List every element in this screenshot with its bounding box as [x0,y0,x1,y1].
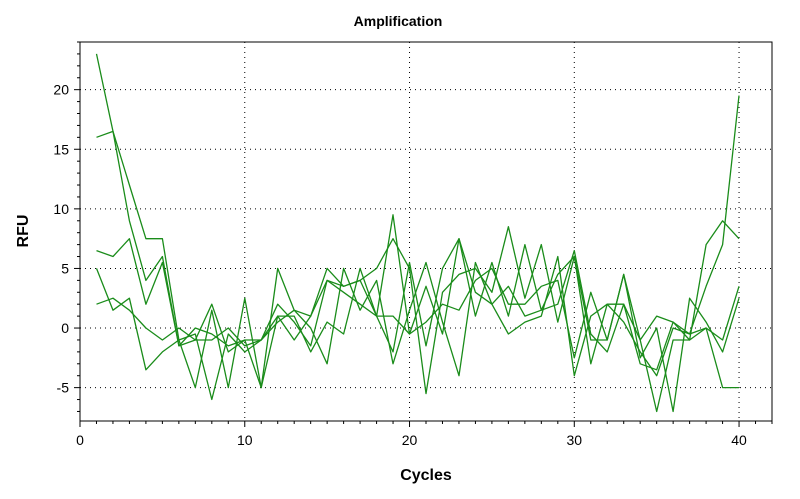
x-tick-label-30: 30 [566,432,582,448]
series-line-5 [96,267,740,413]
series-group [95,53,740,413]
x-tick-label-20: 20 [402,432,418,448]
y-tick-label-5: 5 [61,260,69,276]
y-tick-label-15: 15 [53,141,69,157]
chart-title: Amplification [354,13,443,29]
y-axis-label: RFU [15,215,32,248]
y-tick-label-10: 10 [53,201,69,217]
series-line-4 [95,255,739,389]
x-tick-label-40: 40 [731,432,747,448]
series-line-3 [96,238,740,413]
y-tick-label--5: -5 [57,380,70,396]
x-tick-label-10: 10 [237,432,253,448]
y-tick-label-20: 20 [53,82,69,98]
series-line-1 [95,53,740,353]
axis-ticks: 0 10 20 30 40 -5 0 5 10 15 20 [53,41,773,448]
x-tick-label-0: 0 [76,432,84,448]
x-axis-label: Cycles [400,467,452,484]
series-line-2 [96,95,740,401]
y-tick-label-0: 0 [61,320,69,336]
